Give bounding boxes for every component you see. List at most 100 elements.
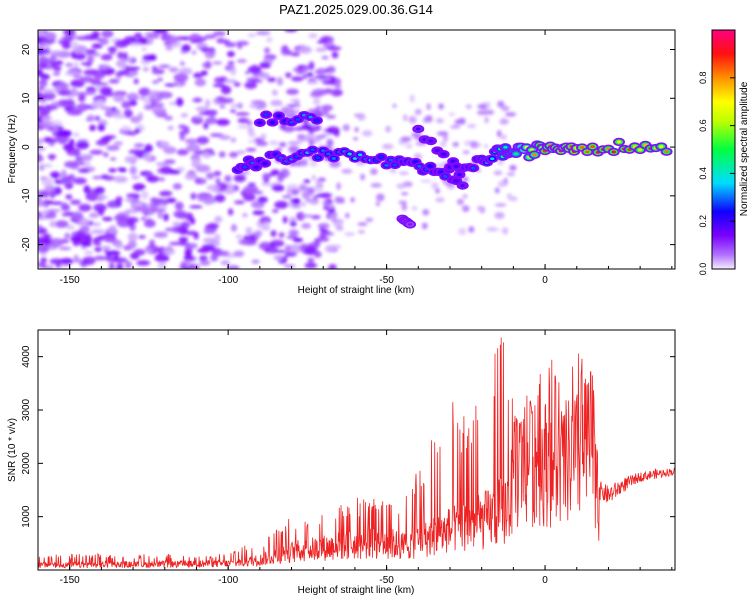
ridge-core [616, 140, 622, 144]
noise-blob [263, 247, 271, 252]
noise-blob [114, 39, 129, 48]
noise-blob [235, 234, 243, 239]
noise-blob [38, 193, 50, 198]
noise-blob [108, 168, 117, 173]
noise-blob [301, 223, 312, 229]
noise-blob [164, 83, 177, 87]
noise-blob [288, 145, 300, 153]
noise-blob [226, 50, 235, 58]
ridge-core [659, 145, 664, 148]
noise-blob [236, 59, 247, 63]
noise-blob [255, 141, 268, 147]
noise-blob [133, 248, 146, 256]
noise-blob [76, 104, 85, 109]
noise-blob [400, 136, 412, 142]
noise-blob [365, 217, 374, 222]
ridge-core [276, 114, 282, 118]
noise-blob [411, 205, 418, 211]
noise-blob [89, 212, 99, 219]
noise-blob [184, 249, 193, 257]
noise-blob [290, 98, 298, 103]
ridge-core [379, 155, 384, 159]
noise-blob [199, 260, 211, 266]
noise-blob [238, 239, 250, 245]
noise-blob [113, 94, 125, 103]
noise-blob [154, 253, 170, 263]
noise-blob [352, 137, 359, 141]
noise-blob [436, 131, 449, 136]
noise-blob [38, 138, 45, 143]
noise-blob [38, 47, 47, 56]
noise-blob [165, 197, 177, 204]
noise-blob [304, 262, 318, 269]
noise-blob [284, 251, 298, 257]
ridge-core [242, 165, 248, 169]
noise-blob [204, 200, 212, 205]
noise-blobs [38, 30, 518, 269]
noise-blob [207, 222, 219, 229]
noise-blob [52, 65, 62, 71]
ridge-core [417, 164, 422, 168]
noise-blob [255, 30, 271, 36]
noise-blob [153, 30, 168, 34]
y-tick-label: 20 [21, 44, 32, 56]
noise-blob [286, 187, 292, 196]
noise-blob [389, 168, 397, 173]
noise-blob [456, 198, 464, 206]
noise-blob [94, 186, 106, 194]
noise-blob [405, 143, 413, 150]
noise-blob [370, 182, 382, 188]
noise-blob [54, 220, 69, 228]
colorbar-tick-label: 0.8 [698, 72, 708, 85]
noise-blob [506, 172, 516, 176]
noise-blob [370, 168, 378, 175]
noise-blob [167, 169, 181, 175]
y-tick-label: 0 [21, 144, 32, 150]
noise-blob [144, 98, 151, 106]
noise-blob [93, 71, 105, 80]
noise-blob [143, 104, 155, 111]
noise-blob [481, 101, 491, 106]
noise-blob [422, 117, 433, 123]
noise-blob [319, 192, 333, 199]
noise-blob [251, 259, 260, 264]
noise-blob [94, 82, 109, 86]
noise-blob [42, 88, 55, 94]
noise-blob [38, 142, 43, 147]
noise-blob [282, 125, 296, 133]
noise-blob [108, 262, 115, 269]
noise-blob [110, 157, 117, 161]
noise-blob [115, 59, 127, 68]
ridge-core [347, 152, 352, 156]
ridge-core [308, 115, 313, 119]
noise-blob [85, 87, 97, 91]
noise-blob [95, 241, 102, 247]
noise-blob [357, 113, 366, 121]
noise-blob [304, 134, 316, 139]
noise-blob [266, 77, 277, 83]
noise-blob [168, 67, 179, 73]
noise-blob [80, 241, 92, 247]
noise-blob [193, 72, 203, 79]
y-tick-label: -10 [21, 188, 32, 203]
x-tick-label: -50 [379, 575, 394, 586]
main-ridge [231, 137, 673, 186]
noise-blob [183, 254, 195, 262]
noise-blob [315, 134, 326, 139]
noise-blob [298, 185, 309, 192]
noise-blob [107, 46, 117, 53]
noise-blob [116, 263, 124, 269]
noise-blob [101, 30, 114, 38]
colorbar-tick-label: 0.2 [698, 215, 708, 228]
noise-blob [326, 114, 337, 119]
noise-blob [100, 245, 112, 250]
noise-blob [326, 204, 336, 209]
noise-blob [243, 185, 259, 193]
noise-blob [95, 38, 104, 42]
noise-blob [39, 107, 51, 115]
noise-blob [118, 168, 127, 173]
noise-blob [184, 138, 198, 144]
noise-blob [248, 132, 257, 138]
noise-blob [101, 136, 113, 141]
noise-blob [112, 257, 128, 263]
